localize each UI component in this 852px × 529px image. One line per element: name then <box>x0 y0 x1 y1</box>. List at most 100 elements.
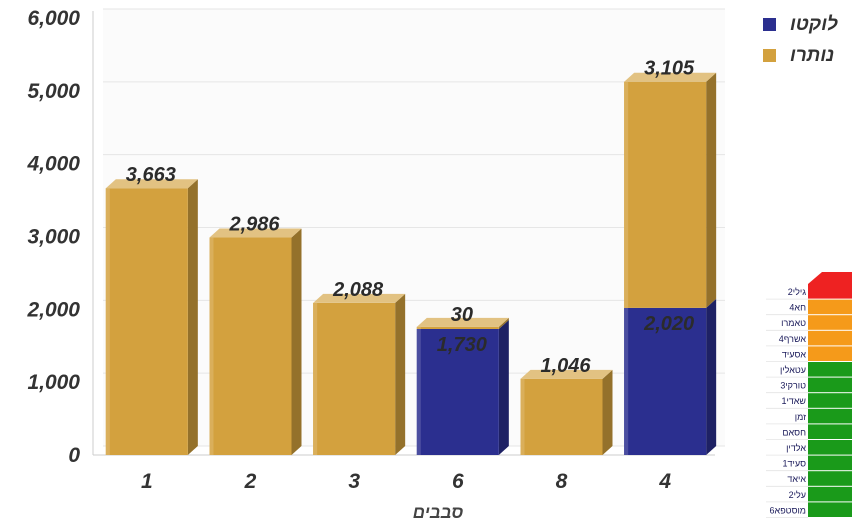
side-status-bar <box>808 299 852 315</box>
x-tick-label: 4 <box>658 470 671 493</box>
bar-segment-1-1 <box>105 188 188 456</box>
x-tick-label: 3 <box>348 470 360 493</box>
data-label: 1,046 <box>540 355 591 377</box>
bar-top <box>209 228 302 238</box>
side-status-bar <box>808 346 852 361</box>
bar-top <box>313 293 406 303</box>
bar-side <box>706 72 717 308</box>
bar-side <box>187 179 198 456</box>
side-item-label: אלדין <box>786 443 806 453</box>
bar-segment-6-1 <box>416 326 499 329</box>
bar-side <box>395 293 406 455</box>
data-labels: 3,663 2,986 2,088 1,730 30 1,046 2,020 3,105 <box>126 58 695 377</box>
bar-group-6 <box>416 317 509 455</box>
bar-group-4 <box>624 72 717 455</box>
side-status-bar <box>808 502 852 517</box>
bar-highlight <box>416 328 421 455</box>
y-tick-label: 6,000 <box>27 7 80 30</box>
y-tick-label: 4,000 <box>26 153 80 176</box>
y-tick-label: 5,000 <box>27 80 80 103</box>
side-status-bar <box>808 377 852 393</box>
data-label: 3,105 <box>644 58 695 80</box>
bar-segment-4-0 <box>624 307 707 455</box>
bar-highlight <box>624 81 629 308</box>
bar-top <box>416 317 509 327</box>
side-item-label: 2גילי <box>788 287 806 297</box>
side-item-label: 1שאדי <box>781 396 806 406</box>
side-panel-top <box>808 272 852 284</box>
bar-highlight <box>105 188 110 456</box>
side-status-bar <box>808 408 852 424</box>
y-tick-label: 0 <box>68 444 80 467</box>
x-tick-label: 6 <box>452 470 464 493</box>
side-item-label: זמן <box>795 412 806 422</box>
bar-segment-4-1 <box>624 81 707 308</box>
bar-top <box>520 369 613 379</box>
side-item-label: 2עלי <box>789 490 806 500</box>
bar-segment-6-0 <box>416 328 499 455</box>
x-tick-label: 8 <box>556 470 568 493</box>
bar-side <box>602 369 613 455</box>
bar-segment-3-1 <box>313 302 396 455</box>
side-status-bar <box>808 284 852 299</box>
legend: לוקטו נותרו <box>763 14 838 66</box>
legend-label: לוקטו <box>790 14 838 35</box>
side-item-label: אסעיד <box>782 349 806 359</box>
side-item-label: חסאם <box>782 427 806 437</box>
x-tick-label: 2 <box>244 470 257 493</box>
side-status-bar <box>808 330 852 346</box>
data-label: 30 <box>451 304 473 326</box>
bar-group-2 <box>209 228 302 455</box>
grid-lines <box>103 8 725 447</box>
bar-side <box>706 298 717 455</box>
bar-group-8 <box>520 369 613 455</box>
data-label: 2,986 <box>228 214 280 236</box>
data-label: 2,088 <box>332 279 384 301</box>
bar-highlight <box>313 302 318 455</box>
legend-swatch <box>763 18 776 31</box>
data-label: 3,663 <box>126 164 176 186</box>
bar-segment-8-1 <box>520 378 603 455</box>
bar-highlight <box>209 237 214 455</box>
y-tick-label: 1,000 <box>27 371 80 394</box>
bar-group-1 <box>105 179 198 456</box>
side-item-label: 3טורקי <box>780 381 806 391</box>
bar-highlight <box>416 326 421 329</box>
side-status-bar <box>808 362 852 377</box>
bar-side <box>291 228 302 455</box>
bar-side <box>498 319 509 455</box>
side-status-bar <box>808 393 852 408</box>
side-item-label: 4חא <box>789 303 806 313</box>
bar-segment-2-1 <box>209 237 292 455</box>
side-status-bar <box>808 424 852 439</box>
data-label: 1,730 <box>437 334 487 356</box>
axes: 0 1,000 2,000 3,000 4,000 5,000 6,000 1 2 3 6 8 4 <box>26 7 715 493</box>
bar-side <box>498 317 509 329</box>
y-tick-label: 2,000 <box>26 298 80 321</box>
data-label: 2,020 <box>643 313 694 335</box>
x-axis-title: סבבים <box>413 503 464 522</box>
side-item-label: איאד <box>787 474 806 484</box>
side-item-label: 6מוסטפא <box>770 505 806 515</box>
side-status-bar <box>808 486 852 502</box>
bar-highlight <box>624 307 629 455</box>
side-item-label: 1סעיד <box>783 459 807 469</box>
y-tick-label: 3,000 <box>27 226 80 249</box>
side-status-bar <box>808 471 852 486</box>
side-item-label: 4אשרף <box>779 334 807 344</box>
legend-swatch <box>763 49 776 62</box>
side-status-bar <box>808 455 852 471</box>
side-status-bar <box>808 440 852 455</box>
side-status-bar <box>808 315 852 330</box>
bar-top <box>105 179 198 189</box>
side-item-label: עטאלין <box>780 365 806 375</box>
side-status-panel: 2גילי 4חא טאמרו 4אשרף אסעיד עטאלין 3טורקי 1שאדי… <box>766 272 852 518</box>
side-item-label: טאמרו <box>781 318 806 328</box>
bar-group-3 <box>313 293 406 455</box>
bar-top <box>624 72 717 82</box>
x-tick-label: 1 <box>141 470 153 493</box>
bar-highlight <box>520 378 525 455</box>
legend-label: נותרו <box>790 45 834 66</box>
bars <box>105 72 717 456</box>
